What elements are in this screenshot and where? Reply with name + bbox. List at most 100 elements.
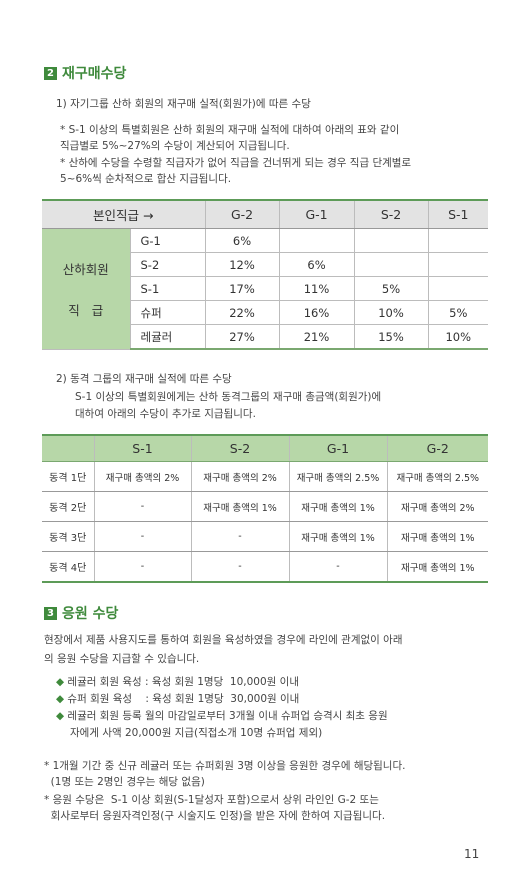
table-row: 슈퍼 22% 16% 10% 5% <box>42 300 489 325</box>
table-cell: 15% <box>353 324 429 350</box>
table2-header: S-1 S-2 G-1 G-2 <box>42 434 488 462</box>
table-cell: 5% <box>427 300 489 325</box>
table-cell: 재구매 총액의 1% <box>386 551 488 583</box>
section3-note: (1명 또는 2명인 경우는 해당 없음) <box>44 776 205 788</box>
note1-line: 5~6%씩 순차적으로 합산 지급됩니다. <box>60 173 232 185</box>
table-cell: - <box>190 521 289 552</box>
table1-side-label: 산하회원 직 급 <box>42 228 130 350</box>
note2-line: 대하여 아래의 수당이 추가로 지급됩니다. <box>75 408 256 420</box>
bullet-item: ◆ 레귤러 회원 육성 : 육성 회원 1명당 10,000원 이내 <box>56 674 299 689</box>
row-label: G-1 <box>129 228 206 253</box>
table-cell: 12% <box>204 252 280 277</box>
table1-header: 본인직급 → G-2 G-1 S-2 S-1 <box>42 199 489 229</box>
table-cell <box>278 228 355 253</box>
table-row: 동격 3단 - - 재구매 총액의 1% 재구매 총액의 1% <box>42 521 488 552</box>
section3-note: * 1개월 기간 중 신규 레귤러 또는 슈퍼회원 3명 이상을 응원한 경우에… <box>44 760 406 772</box>
table-cell: 10% <box>427 324 489 350</box>
table-row: 레귤러 27% 21% 15% 10% <box>42 324 489 350</box>
table-row: 동격 4단 - - - 재구매 총액의 1% <box>42 551 488 583</box>
section2-sub1: 1) 자기그룹 산하 회원의 재구매 실적(회원가)에 따른 수당 <box>56 98 311 110</box>
note1-line: 직급별로 5%~27%의 수당이 계산되어 지급됩니다. <box>60 140 290 152</box>
table-row: 동격 1단 재구매 총액의 2% 재구매 총액의 2% 재구매 총액의 2.5%… <box>42 461 488 492</box>
table-cell: 6% <box>278 252 355 277</box>
table-cell: 재구매 총액의 2.5% <box>386 461 488 492</box>
table-cell: - <box>93 491 191 522</box>
row-label: 슈퍼 <box>129 300 206 325</box>
table-cell: 6% <box>204 228 280 253</box>
note2-line: S-1 이상의 특별회원에게는 산하 동격그룹의 재구매 총금액(회원가)에 <box>75 391 382 403</box>
bullet-item: ◆ 레귤러 회원 등록 월의 마감일로부터 3개월 이내 슈퍼업 승격시 최초 … <box>56 708 388 723</box>
section3-title: 3 응원 수당 <box>44 603 118 623</box>
row-label: 동격 4단 <box>42 551 94 583</box>
table-cell: 22% <box>204 300 280 325</box>
table1-header-label: 본인직급 → <box>42 199 206 229</box>
table-cell: 16% <box>278 300 355 325</box>
table-cell: 재구매 총액의 2% <box>93 461 191 492</box>
table1-col: G-2 <box>204 199 280 229</box>
table1-col: S-1 <box>427 199 489 229</box>
bullet-continuation: 자에게 사액 20,000원 지급(직접소개 10명 슈퍼업 제외) <box>70 727 323 739</box>
table-cell: - <box>93 521 191 552</box>
bullet-text: 레귤러 회원 육성 : 육성 회원 1명당 10,000원 이내 <box>67 676 299 688</box>
table-row: 동격 2단 - 재구매 총액의 1% 재구매 총액의 1% 재구매 총액의 2% <box>42 491 488 522</box>
diamond-bullet-icon: ◆ <box>56 693 68 705</box>
bullet-text: 슈퍼 회원 육성 : 육성 회원 1명당 30,000원 이내 <box>67 693 300 705</box>
page-number: 11 <box>464 847 480 861</box>
bullet-text: 레귤러 회원 등록 월의 마감일로부터 3개월 이내 슈퍼업 승격시 최초 응원 <box>67 710 388 722</box>
table-row: 산하회원 직 급 G-1 6% <box>42 228 489 350</box>
table2-col: S-2 <box>190 434 289 462</box>
table-cell <box>427 276 489 301</box>
table-cell: - <box>288 551 387 583</box>
row-label: 동격 3단 <box>42 521 94 552</box>
table-cell: 5% <box>353 276 429 301</box>
section3-intro: 현장에서 제품 사용지도를 통하여 회원을 육성하였을 경우에 라인에 관계없이… <box>44 634 403 646</box>
section3-title-text: 응원 수당 <box>62 606 119 622</box>
table1-col: S-2 <box>353 199 429 229</box>
table-cell: 재구매 총액의 2% <box>386 491 488 522</box>
table-cell: 17% <box>204 276 280 301</box>
table2-col: G-2 <box>386 434 488 462</box>
section2-number: 2 <box>44 66 57 80</box>
table-cell <box>353 228 429 253</box>
table-cell: - <box>190 551 289 583</box>
table-cell: - <box>93 551 191 583</box>
diamond-bullet-icon: ◆ <box>56 710 68 722</box>
table-cell: 재구매 총액의 2.5% <box>288 461 387 492</box>
table-cell: 재구매 총액의 1% <box>288 491 387 522</box>
table-cell <box>353 252 429 277</box>
table-cell <box>427 228 489 253</box>
row-label: 동격 2단 <box>42 491 94 522</box>
diamond-bullet-icon: ◆ <box>56 676 68 688</box>
table-cell: 재구매 총액의 2% <box>190 461 289 492</box>
table-cell <box>427 252 489 277</box>
table-row: S-2 12% 6% <box>42 252 489 277</box>
section3-number: 3 <box>44 606 57 620</box>
side-label-bottom: 직 급 <box>68 302 104 318</box>
table1-col: G-1 <box>278 199 355 229</box>
table2-corner <box>42 434 94 462</box>
section3-intro: 의 응원 수당을 지급할 수 있습니다. <box>44 653 200 665</box>
bullet-item: ◆ 슈퍼 회원 육성 : 육성 회원 1명당 30,000원 이내 <box>56 691 299 706</box>
table-cell: 재구매 총액의 1% <box>288 521 387 552</box>
table-cell: 재구매 총액의 1% <box>386 521 488 552</box>
table-row: S-1 17% 11% 5% <box>42 276 489 301</box>
note1-line: * S-1 이상의 특별회원은 산하 회원의 재구매 실적에 대하여 아래의 표… <box>60 124 400 136</box>
table2-col: G-1 <box>288 434 387 462</box>
table-cell: 27% <box>204 324 280 350</box>
peer-group-table: S-1 S-2 G-1 G-2 동격 1단 재구매 총액의 2% 재구매 총액의… <box>42 434 488 583</box>
note1-line: * 산하에 수당을 수령할 직급자가 없어 직급을 건너뛰게 되는 경우 직급 … <box>60 157 412 169</box>
table-cell: 10% <box>353 300 429 325</box>
row-label: S-2 <box>129 252 206 277</box>
section3-note: 회사로부터 응원자격인정(구 시술지도 인정)을 받은 자에 한하여 지급됩니다… <box>44 810 386 822</box>
row-label: 동격 1단 <box>42 461 94 492</box>
table-cell: 21% <box>278 324 355 350</box>
side-label-top: 산하회원 <box>62 261 109 277</box>
table-cell: 11% <box>278 276 355 301</box>
table-cell: 재구매 총액의 1% <box>190 491 289 522</box>
section2-title-text: 재구매수당 <box>62 66 127 82</box>
commission-rate-table: 본인직급 → G-2 G-1 S-2 S-1 산하회원 직 급 G-1 6% S… <box>42 199 489 350</box>
table2-col: S-1 <box>93 434 191 462</box>
row-label: 레귤러 <box>129 324 206 350</box>
row-label: S-1 <box>129 276 206 301</box>
section3-note: * 응원 수당은 S-1 이상 회원(S-1달성자 포함)으로서 상위 라인인 … <box>44 794 379 806</box>
